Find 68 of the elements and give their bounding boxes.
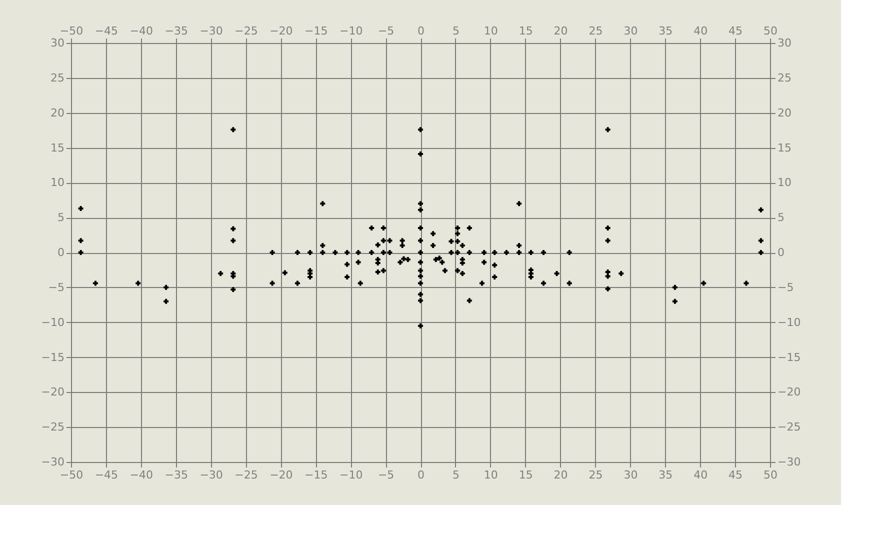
x2-tick-label: 50 [764, 24, 778, 38]
y2-tick-label: −5 [778, 280, 794, 294]
x-tick-label: 30 [624, 468, 638, 482]
x-tick-label: −5 [378, 468, 394, 482]
y2-tick-label: −15 [778, 350, 801, 364]
x2-tick-label: 20 [554, 24, 568, 38]
x2-tick-label: −5 [378, 24, 394, 38]
x-tick-label: −40 [130, 468, 154, 482]
x-tick-label: 45 [728, 468, 743, 482]
x2-tick-label: 5 [452, 24, 460, 38]
x2-tick-label: 40 [694, 24, 708, 38]
x2-tick-label: 35 [658, 24, 673, 38]
x-tick-label: −35 [164, 468, 188, 482]
y-tick-label: −10 [41, 316, 64, 329]
x2-tick-label: −35 [164, 24, 188, 38]
y2-tick-label: 20 [778, 106, 792, 120]
x2-tick-label: −30 [200, 24, 223, 38]
x2-tick-label: −25 [234, 24, 258, 38]
x-tick-label: −20 [270, 468, 293, 482]
x-tick-label: −10 [339, 468, 363, 482]
x2-tick-label: 25 [588, 24, 603, 38]
x2-tick-label: 30 [624, 24, 638, 38]
y2-tick-label: 15 [778, 141, 792, 154]
x-tick-label: −50 [60, 468, 84, 482]
y2-tick-label: 25 [778, 71, 792, 84]
x2-tick-label: −45 [94, 24, 118, 38]
y-tick-label: 15 [50, 141, 64, 154]
x2-tick-label: −20 [270, 24, 293, 38]
y2-tick-label: 10 [778, 176, 792, 190]
y-tick-label: −15 [41, 350, 64, 364]
x-tick-label: 15 [518, 468, 533, 482]
y2-tick-label: −20 [778, 386, 801, 399]
x-tick-label: 20 [554, 468, 568, 482]
x-tick-label: −45 [94, 468, 118, 482]
y-tick-label: −20 [41, 386, 64, 399]
y-tick-label: 5 [58, 211, 64, 224]
x2-tick-label: −10 [339, 24, 363, 38]
y2-tick-label: 0 [778, 246, 784, 259]
x-tick-label: 25 [588, 468, 603, 482]
x-tick-label: 5 [452, 468, 460, 482]
y-tick-label: −5 [48, 280, 64, 294]
x2-tick-label: 15 [518, 24, 533, 38]
y-tick-label: 20 [50, 106, 64, 120]
y2-tick-label: −25 [778, 420, 801, 434]
x2-tick-label: 45 [728, 24, 743, 38]
y-tick-label: 25 [50, 71, 64, 84]
y-tick-label: −30 [41, 456, 64, 468]
x-tick-label: 50 [764, 468, 778, 482]
x2-tick-label: 10 [484, 24, 498, 38]
y-tick-label: 0 [58, 246, 64, 259]
x-tick-label: −15 [304, 468, 328, 482]
x-tick-label: −30 [200, 468, 223, 482]
y2-tick-label: 5 [778, 211, 784, 224]
x-tick-label: 35 [658, 468, 673, 482]
y2-tick-label: 30 [778, 36, 792, 50]
x-tick-label: 0 [418, 468, 424, 482]
x2-tick-label: 0 [418, 24, 424, 38]
x-tick-label: 10 [484, 468, 498, 482]
y-tick-label: 10 [50, 176, 64, 190]
x2-tick-label: −15 [304, 24, 328, 38]
x2-tick-label: −50 [60, 24, 84, 38]
x-tick-label: −25 [234, 468, 258, 482]
x-tick-label: 40 [694, 468, 708, 482]
y2-tick-label: −10 [778, 316, 801, 329]
y-tick-label: 30 [50, 36, 64, 50]
y2-tick-label: −30 [778, 456, 801, 468]
x2-tick-label: −40 [130, 24, 154, 38]
y-tick-label: −25 [41, 420, 64, 434]
